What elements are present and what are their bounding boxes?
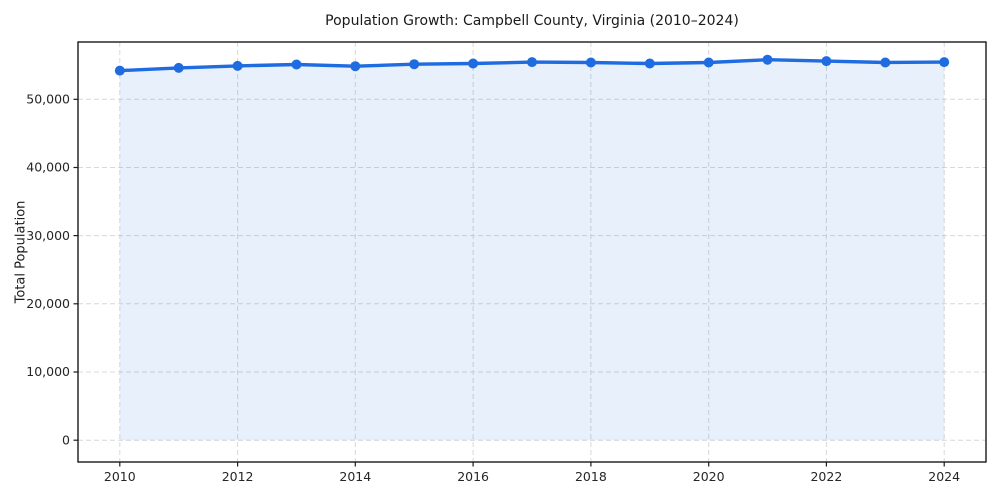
data-point-2024	[939, 57, 950, 68]
x-tick-label-2014: 2014	[339, 469, 371, 484]
data-point-2015	[409, 59, 420, 70]
data-point-2012	[232, 60, 243, 71]
data-point-2020	[703, 57, 714, 68]
x-tick-label-2016: 2016	[457, 469, 489, 484]
x-tick-label-2024: 2024	[928, 469, 960, 484]
data-point-2017	[527, 57, 537, 68]
area-fill	[119, 59, 945, 441]
data-point-2011	[173, 62, 184, 73]
chart-title: Population Growth: Campbell County, Virg…	[325, 13, 739, 29]
data-point-2013	[291, 59, 302, 70]
data-point-2021	[762, 54, 773, 65]
data-point-2022	[821, 56, 832, 67]
y-tick-label-10000: 10,000	[26, 364, 70, 379]
data-point-2018	[585, 57, 596, 68]
y-tick-label-20000: 20,000	[26, 296, 70, 311]
x-tick-label-2020: 2020	[693, 469, 725, 484]
plot-frame	[77, 41, 987, 463]
data-point-2023	[880, 57, 891, 68]
y-tick-label-30000: 30,000	[26, 228, 70, 243]
x-tick-label-2010: 2010	[104, 469, 136, 484]
y-tick-label-40000: 40,000	[26, 160, 70, 175]
x-tick-label-2012: 2012	[222, 469, 254, 484]
y-tick-label-0: 0	[62, 432, 70, 447]
data-point-2014	[350, 61, 361, 72]
x-tick-label-2022: 2022	[810, 469, 842, 484]
data-point-2019	[644, 58, 655, 69]
data-point-2016	[468, 58, 479, 69]
y-tick-label-50000: 50,000	[26, 92, 70, 107]
data-point-2010	[114, 65, 125, 76]
x-tick-label-2018: 2018	[575, 469, 607, 484]
